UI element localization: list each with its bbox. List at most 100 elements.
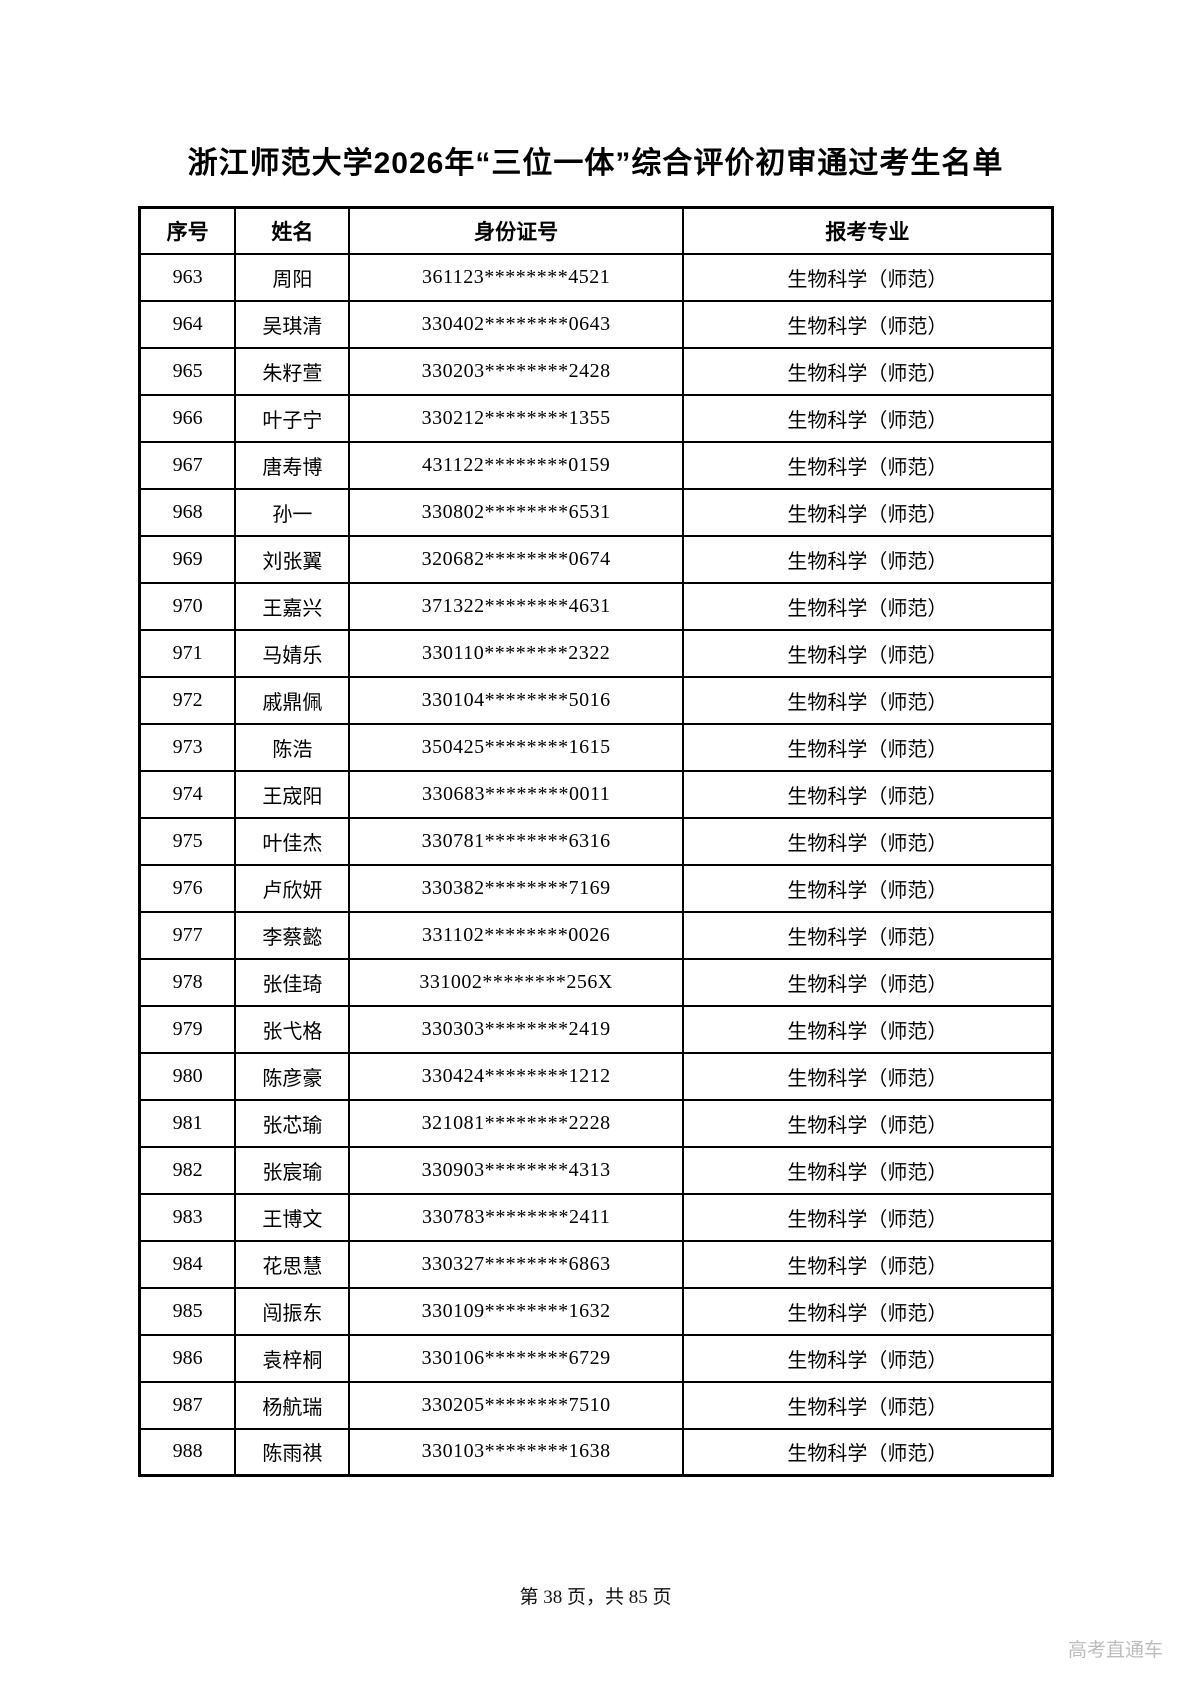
index-cell: 977: [138, 910, 237, 960]
index-cell: 971: [138, 628, 237, 678]
table-row: 983 王博文 330783********2411 生物科学（师范）: [138, 1192, 1054, 1242]
id-number-cell: 330903********4313: [348, 1145, 684, 1195]
index-cell: 986: [138, 1333, 237, 1383]
index-cell: 981: [138, 1098, 237, 1148]
major-cell: 生物科学（师范）: [681, 1333, 1054, 1383]
table-row: 966 叶子宁 330212********1355 生物科学（师范）: [138, 393, 1054, 443]
index-cell: 967: [138, 440, 237, 490]
name-cell: 王博文: [234, 1192, 351, 1242]
name-cell: 叶佳杰: [234, 816, 351, 866]
name-cell: 马婧乐: [234, 628, 351, 678]
name-cell: 王宬阳: [234, 769, 351, 819]
id-number-cell: 330106********6729: [348, 1333, 684, 1383]
id-number-cell: 330212********1355: [348, 393, 684, 443]
index-cell: 969: [138, 534, 237, 584]
id-number-cell: 330303********2419: [348, 1004, 684, 1054]
major-cell: 生物科学（师范）: [681, 1239, 1054, 1289]
page-title: 浙江师范大学2026年“三位一体”综合评价初审通过考生名单: [187, 147, 1004, 180]
major-cell: 生物科学（师范）: [681, 1051, 1054, 1101]
column-header-major: 报考专业: [681, 206, 1054, 255]
major-cell: 生物科学（师范）: [681, 816, 1054, 866]
id-number-cell: 330109********1632: [348, 1286, 684, 1336]
candidate-table: 序号 姓名 身份证号 报考专业 963 周阳 361123********4521 生…: [138, 206, 1054, 1477]
major-cell: 生物科学（师范）: [681, 440, 1054, 490]
table-row: 979 张弋格 330303********2419 生物科学（师范）: [138, 1004, 1054, 1054]
name-cell: 孙一: [234, 487, 351, 537]
name-cell: 花思慧: [234, 1239, 351, 1289]
column-header-name: 姓名: [234, 206, 351, 255]
table-row: 978 张佳琦 331002********256X 生物科学（师范）: [138, 957, 1054, 1007]
name-cell: 刘张翼: [234, 534, 351, 584]
column-header-index: 序号: [138, 206, 237, 255]
index-cell: 970: [138, 581, 237, 631]
table-row: 974 王宬阳 330683********0011 生物科学（师范）: [138, 769, 1054, 819]
table-header-row: 序号 姓名 身份证号 报考专业: [138, 206, 1054, 255]
table-row: 981 张芯瑜 321081********2228 生物科学（师范）: [138, 1098, 1054, 1148]
table-row: 965 朱籽萱 330203********2428 生物科学（师范）: [138, 346, 1054, 396]
index-cell: 979: [138, 1004, 237, 1054]
table-row: 987 杨航瑞 330205********7510 生物科学（师范）: [138, 1380, 1054, 1430]
id-number-cell: 330802********6531: [348, 487, 684, 537]
index-cell: 985: [138, 1286, 237, 1336]
name-cell: 卢欣妍: [234, 863, 351, 913]
index-cell: 987: [138, 1380, 237, 1430]
major-cell: 生物科学（师范）: [681, 252, 1054, 302]
id-number-cell: 330327********6863: [348, 1239, 684, 1289]
major-cell: 生物科学（师范）: [681, 581, 1054, 631]
name-cell: 张芯瑜: [234, 1098, 351, 1148]
table-row: 973 陈浩 350425********1615 生物科学（师范）: [138, 722, 1054, 772]
name-cell: 戚鼎佩: [234, 675, 351, 725]
index-cell: 984: [138, 1239, 237, 1289]
index-cell: 972: [138, 675, 237, 725]
index-cell: 966: [138, 393, 237, 443]
table-row: 967 唐寿博 431122********0159 生物科学（师范）: [138, 440, 1054, 490]
index-cell: 974: [138, 769, 237, 819]
table-row: 975 叶佳杰 330781********6316 生物科学（师范）: [138, 816, 1054, 866]
table-row: 986 袁梓桐 330106********6729 生物科学（师范）: [138, 1333, 1054, 1383]
major-cell: 生物科学（师范）: [681, 1380, 1054, 1430]
index-cell: 968: [138, 487, 237, 537]
index-cell: 978: [138, 957, 237, 1007]
major-cell: 生物科学（师范）: [681, 1286, 1054, 1336]
major-cell: 生物科学（师范）: [681, 534, 1054, 584]
id-number-cell: 330205********7510: [348, 1380, 684, 1430]
table-row: 970 王嘉兴 371322********4631 生物科学（师范）: [138, 581, 1054, 631]
name-cell: 杨航瑞: [234, 1380, 351, 1430]
page-number-footer: 第 38 页，共 85 页: [519, 1587, 672, 1608]
name-cell: 张弋格: [234, 1004, 351, 1054]
table-row: 982 张宸瑜 330903********4313 生物科学（师范）: [138, 1145, 1054, 1195]
id-number-cell: 431122********0159: [348, 440, 684, 490]
id-number-cell: 321081********2228: [348, 1098, 684, 1148]
table-row: 984 花思慧 330327********6863 生物科学（师范）: [138, 1239, 1054, 1289]
major-cell: 生物科学（师范）: [681, 1192, 1054, 1242]
major-cell: 生物科学（师范）: [681, 863, 1054, 913]
major-cell: 生物科学（师范）: [681, 628, 1054, 678]
name-cell: 李蔡懿: [234, 910, 351, 960]
id-number-cell: 350425********1615: [348, 722, 684, 772]
table-body: 963 周阳 361123********4521 生物科学（师范） 964 吴琪清 330…: [138, 252, 1054, 1477]
table-row: 971 马婧乐 330110********2322 生物科学（师范）: [138, 628, 1054, 678]
name-cell: 王嘉兴: [234, 581, 351, 631]
id-number-cell: 330402********0643: [348, 299, 684, 349]
index-cell: 980: [138, 1051, 237, 1101]
index-cell: 988: [138, 1427, 237, 1477]
index-cell: 964: [138, 299, 237, 349]
major-cell: 生物科学（师范）: [681, 957, 1054, 1007]
id-number-cell: 320682********0674: [348, 534, 684, 584]
name-cell: 唐寿博: [234, 440, 351, 490]
id-number-cell: 331002********256X: [348, 957, 684, 1007]
watermark: 高考直通车: [1067, 1640, 1163, 1661]
name-cell: 周阳: [234, 252, 351, 302]
id-number-cell: 361123********4521: [348, 252, 684, 302]
major-cell: 生物科学（师范）: [681, 722, 1054, 772]
index-cell: 963: [138, 252, 237, 302]
table-row: 976 卢欣妍 330382********7169 生物科学（师范）: [138, 863, 1054, 913]
table-row: 985 闯振东 330109********1632 生物科学（师范）: [138, 1286, 1054, 1336]
index-cell: 973: [138, 722, 237, 772]
name-cell: 袁梓桐: [234, 1333, 351, 1383]
index-cell: 975: [138, 816, 237, 866]
table-row: 964 吴琪清 330402********0643 生物科学（师范）: [138, 299, 1054, 349]
table-row: 977 李蔡懿 331102********0026 生物科学（师范）: [138, 910, 1054, 960]
table-row: 972 戚鼎佩 330104********5016 生物科学（师范）: [138, 675, 1054, 725]
